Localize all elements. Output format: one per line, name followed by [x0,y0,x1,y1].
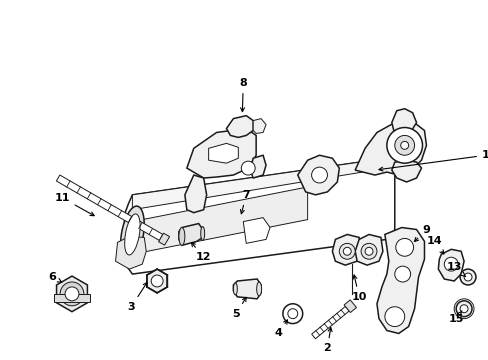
Circle shape [459,305,467,313]
Polygon shape [253,118,265,134]
Text: 2: 2 [323,328,331,353]
Circle shape [394,266,410,282]
Polygon shape [243,218,269,243]
Polygon shape [57,276,87,312]
Polygon shape [179,224,202,246]
Polygon shape [226,116,253,138]
Polygon shape [250,155,265,178]
Circle shape [395,238,413,256]
Circle shape [384,307,404,327]
Circle shape [463,273,471,281]
Circle shape [455,301,471,317]
Text: 9: 9 [414,225,429,242]
Polygon shape [146,269,167,293]
Polygon shape [158,233,169,245]
Circle shape [60,282,84,306]
Polygon shape [124,158,394,274]
Text: 1: 1 [378,150,488,171]
Ellipse shape [200,226,204,240]
Polygon shape [297,155,339,195]
Ellipse shape [233,283,237,295]
Polygon shape [332,234,360,265]
Circle shape [65,287,79,301]
Polygon shape [115,237,146,269]
Polygon shape [354,234,382,265]
Circle shape [241,161,255,175]
Text: 8: 8 [239,78,246,112]
Polygon shape [186,129,256,178]
Circle shape [394,135,414,155]
Circle shape [444,257,457,271]
Circle shape [311,167,327,183]
Circle shape [360,243,376,259]
Circle shape [343,247,350,255]
Polygon shape [208,143,238,163]
Circle shape [339,243,354,259]
Ellipse shape [179,228,184,246]
Text: 7: 7 [240,190,250,214]
Polygon shape [132,158,386,210]
Polygon shape [437,249,463,281]
Polygon shape [54,294,90,302]
Circle shape [400,141,408,149]
Circle shape [386,127,422,163]
Ellipse shape [256,282,261,296]
Polygon shape [376,228,424,333]
Text: 15: 15 [447,311,463,324]
Text: 11: 11 [54,193,94,216]
Text: 14: 14 [426,237,443,254]
Text: 12: 12 [191,243,211,262]
Text: 6: 6 [48,272,61,282]
Polygon shape [354,121,426,175]
Polygon shape [184,175,206,213]
Text: 3: 3 [127,282,147,312]
Ellipse shape [124,214,140,255]
Ellipse shape [121,206,144,263]
Text: 13: 13 [446,262,465,277]
Text: 5: 5 [232,297,245,319]
Circle shape [151,275,163,287]
Polygon shape [233,279,261,299]
Polygon shape [311,306,348,339]
Text: 10: 10 [351,275,366,302]
Circle shape [365,247,372,255]
Polygon shape [391,160,421,182]
Polygon shape [132,187,307,254]
Polygon shape [391,109,416,132]
Polygon shape [344,300,356,312]
Polygon shape [56,175,163,240]
Circle shape [459,269,475,285]
Text: 4: 4 [273,320,287,338]
